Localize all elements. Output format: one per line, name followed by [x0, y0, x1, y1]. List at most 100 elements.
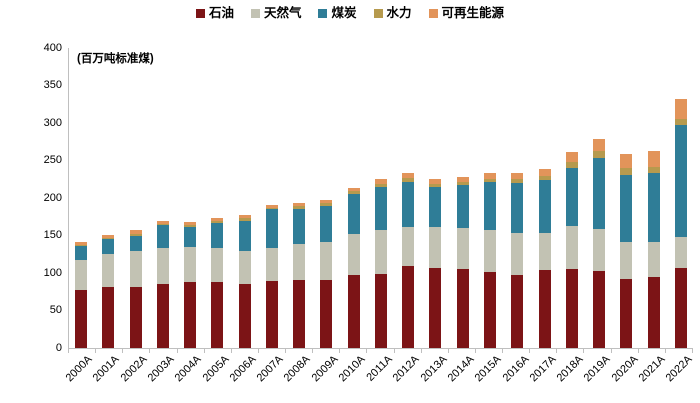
x-tick-label: 2013A [418, 353, 450, 385]
bar-segment-水力 [374, 183, 387, 187]
x-axis-tick [447, 349, 449, 353]
bar-segment-可再生能源 [674, 99, 687, 119]
bar-segment-可再生能源 [75, 241, 87, 245]
stacked-bar-2009A [320, 200, 333, 348]
legend-label: 天然气 [263, 6, 302, 20]
bar-segment-可再生能源 [184, 222, 197, 225]
y-tick-label: 200 [43, 191, 62, 204]
stacked-bar-2000A [75, 241, 87, 348]
x-axis-tick [149, 349, 151, 353]
stacked-bar-2019A [593, 138, 606, 348]
stacked-bar-2005A [211, 217, 224, 348]
bar-segment-天然气 [75, 259, 87, 290]
x-axis-tick [176, 349, 178, 353]
stacked-bar-2002A [129, 230, 142, 348]
bar-segment-天然气 [374, 230, 387, 274]
bar-segment-石油 [293, 279, 306, 348]
stacked-bar-2016A [511, 172, 524, 348]
legend-swatch-icon [428, 9, 438, 18]
bar-segment-石油 [211, 282, 224, 348]
bar-segment-石油 [184, 282, 197, 348]
bar-segment-石油 [402, 266, 415, 348]
bar-segment-煤炭 [538, 180, 551, 233]
bar-segment-水力 [402, 177, 415, 182]
bar-segment-天然气 [620, 242, 633, 279]
stacked-bar-2022A [674, 99, 687, 348]
x-axis-tick [203, 349, 205, 353]
x-tick-label: 2005A [200, 353, 232, 385]
legend-swatch-icon [250, 9, 260, 18]
bar-segment-煤炭 [238, 220, 251, 252]
x-axis-tick [529, 349, 531, 353]
bar-segment-可再生能源 [456, 177, 469, 182]
x-axis-tick [312, 349, 314, 353]
bar-segment-煤炭 [211, 222, 224, 248]
bar-segment-石油 [320, 279, 333, 348]
bar-segment-石油 [674, 267, 687, 348]
x-axis-tick [393, 349, 395, 353]
stacked-bar-2013A [429, 178, 442, 348]
bar-segment-水力 [674, 118, 687, 126]
x-tick-label: 2010A [336, 353, 368, 385]
x-tick-label: 2001A [91, 353, 123, 385]
stacked-bar-2011A [374, 179, 387, 348]
bar-segment-可再生能源 [129, 230, 142, 234]
y-tick-label: 50 [49, 304, 62, 316]
bar-segment-水力 [483, 178, 496, 183]
bar-segment-煤炭 [75, 246, 87, 260]
bar-segment-石油 [347, 275, 360, 348]
bar-segment-石油 [593, 270, 606, 348]
bar-segment-可再生能源 [538, 168, 551, 176]
bar-segment-煤炭 [565, 168, 578, 226]
x-axis-tick [68, 349, 69, 353]
stacked-bar-2018A [565, 151, 578, 348]
x-tick-label: 2014A [445, 353, 477, 385]
bar-segment-可再生能源 [238, 214, 251, 219]
bar-segment-天然气 [293, 243, 306, 280]
legend-swatch-icon [195, 9, 205, 18]
bar-segment-水力 [647, 166, 660, 174]
x-axis-tick [122, 349, 124, 353]
bar-segment-煤炭 [374, 186, 387, 231]
x-tick-label: 2003A [145, 353, 177, 385]
bar-segment-可再生能源 [429, 178, 442, 184]
y-tick-label: 0 [55, 341, 62, 354]
x-axis-tick [583, 349, 585, 353]
bar-segment-水力 [429, 183, 442, 187]
bar-segment-天然气 [593, 228, 606, 271]
stacked-bar-2020A [620, 153, 633, 348]
bar-segment-天然气 [129, 251, 142, 287]
bar-segment-可再生能源 [293, 203, 306, 207]
bar-segment-石油 [75, 289, 87, 348]
bar-segment-水力 [511, 178, 524, 183]
bar-segment-天然气 [320, 241, 333, 280]
bar-segment-天然气 [265, 248, 278, 282]
bar-segment-石油 [538, 270, 551, 348]
legend-label: 煤炭 [331, 6, 357, 20]
bar-segment-天然气 [565, 225, 578, 269]
x-axis-tick [257, 349, 259, 353]
bar-segment-煤炭 [456, 185, 469, 228]
stacked-bar-2008A [293, 203, 306, 348]
bar-segment-煤炭 [674, 125, 687, 237]
bar-segment-天然气 [538, 232, 551, 270]
bar-segment-水力 [211, 220, 224, 223]
x-axis-tick [95, 349, 97, 353]
bar-segment-水力 [238, 218, 251, 221]
bar-segment-可再生能源 [593, 138, 606, 151]
x-axis-tick [230, 349, 232, 353]
bar-segment-石油 [102, 287, 115, 348]
bar-segment-水力 [265, 207, 278, 210]
bar-segment-煤炭 [129, 235, 142, 252]
x-tick-label: 2000A [63, 353, 95, 385]
bar-segment-煤炭 [156, 225, 169, 249]
bar-series-container [75, 48, 687, 348]
bar-segment-可再生能源 [620, 153, 633, 168]
x-tick-label: 2004A [172, 353, 204, 385]
x-tick-label: 2012A [391, 353, 423, 385]
bar-segment-水力 [320, 203, 333, 207]
x-tick-label: 2002A [118, 353, 150, 385]
bar-segment-可再生能源 [265, 204, 278, 208]
bar-segment-石油 [265, 281, 278, 348]
bar-segment-可再生能源 [156, 220, 169, 224]
